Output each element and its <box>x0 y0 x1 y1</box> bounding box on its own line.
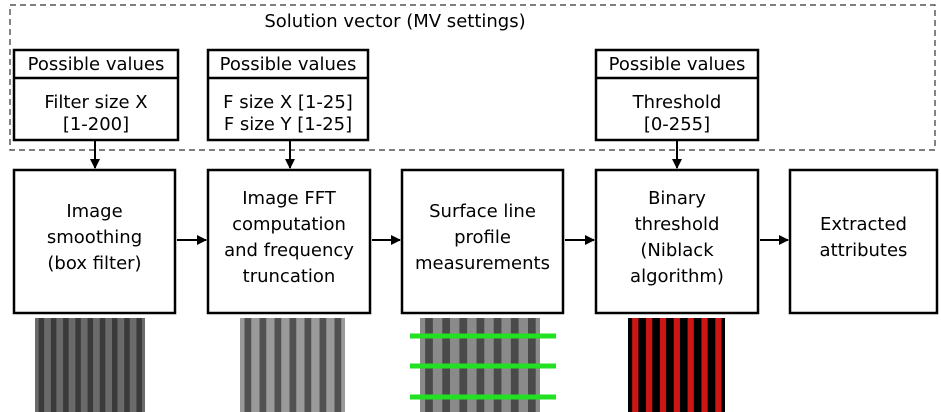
step-line: Extracted <box>820 214 907 235</box>
thumb-stripe <box>63 318 69 412</box>
thumb-stripe <box>304 318 312 412</box>
value-box-line: [1-200] <box>63 114 129 135</box>
step-line: algorithm) <box>630 266 724 287</box>
thumb-stripe <box>687 318 694 412</box>
thumb-stripe <box>112 318 118 412</box>
solution-vector-frame <box>9 4 936 151</box>
step-box <box>12 168 177 315</box>
thumb-stripe <box>701 318 708 412</box>
thumb-stripe <box>87 318 94 412</box>
value-box-header: Possible values <box>609 54 746 75</box>
thumb-stripe <box>319 318 327 412</box>
step-line: Image FFT <box>242 188 336 209</box>
thumb-stripe <box>673 318 680 412</box>
thumb-stripe <box>334 318 342 412</box>
thumb-stripe <box>259 318 267 412</box>
thumb-stripe <box>289 318 297 412</box>
thumb-stripe <box>274 318 282 412</box>
step-line: profile <box>454 227 511 248</box>
value-box <box>594 48 760 142</box>
thumb-stripe <box>632 318 639 412</box>
thumb-stripe <box>715 318 722 412</box>
step-line: (Niblack <box>640 240 714 261</box>
step-line: threshold <box>635 214 720 235</box>
thumb-stripe <box>646 318 653 412</box>
value-box-line: [0-255] <box>644 114 710 135</box>
step-box <box>788 168 939 315</box>
thumb-threshold <box>628 318 725 412</box>
value-box-line: F size X [1-25] <box>223 92 353 113</box>
thumb-stripe <box>124 318 130 412</box>
step-line: Surface line <box>429 201 536 222</box>
step-line: computation <box>232 214 346 235</box>
value-box-line: F size Y [1-25] <box>224 114 352 135</box>
value-box-header: Possible values <box>28 54 165 75</box>
thumb-stripe <box>75 318 81 412</box>
step-box <box>400 168 565 315</box>
diagram-title: Solution vector (MV settings) <box>264 11 525 32</box>
value-box-line: Threshold <box>632 92 722 113</box>
step-box <box>594 168 760 315</box>
step-line: truncation <box>243 266 336 287</box>
value-box-header: Possible values <box>220 54 357 75</box>
thumb-stripe <box>99 318 106 412</box>
thumb-smoothing <box>35 318 145 412</box>
value-box-line: Filter size X <box>44 92 147 113</box>
thumb-fft <box>240 318 345 412</box>
thumb-stripe <box>659 318 667 412</box>
step-line: Binary <box>648 188 706 209</box>
value-box <box>12 48 180 142</box>
step-line: smoothing <box>47 227 142 248</box>
step-line: measurements <box>415 253 550 274</box>
step-line: Image <box>66 201 122 222</box>
thumb-stripe <box>50 318 57 412</box>
step-line: attributes <box>820 240 908 261</box>
step-line: and frequency <box>224 240 354 261</box>
step-line: (box filter) <box>47 253 141 274</box>
value-box <box>206 48 370 142</box>
step-box <box>206 168 372 315</box>
thumb-stripe <box>136 318 142 412</box>
thumb-stripe <box>38 318 45 412</box>
thumb-stripe <box>244 318 252 412</box>
